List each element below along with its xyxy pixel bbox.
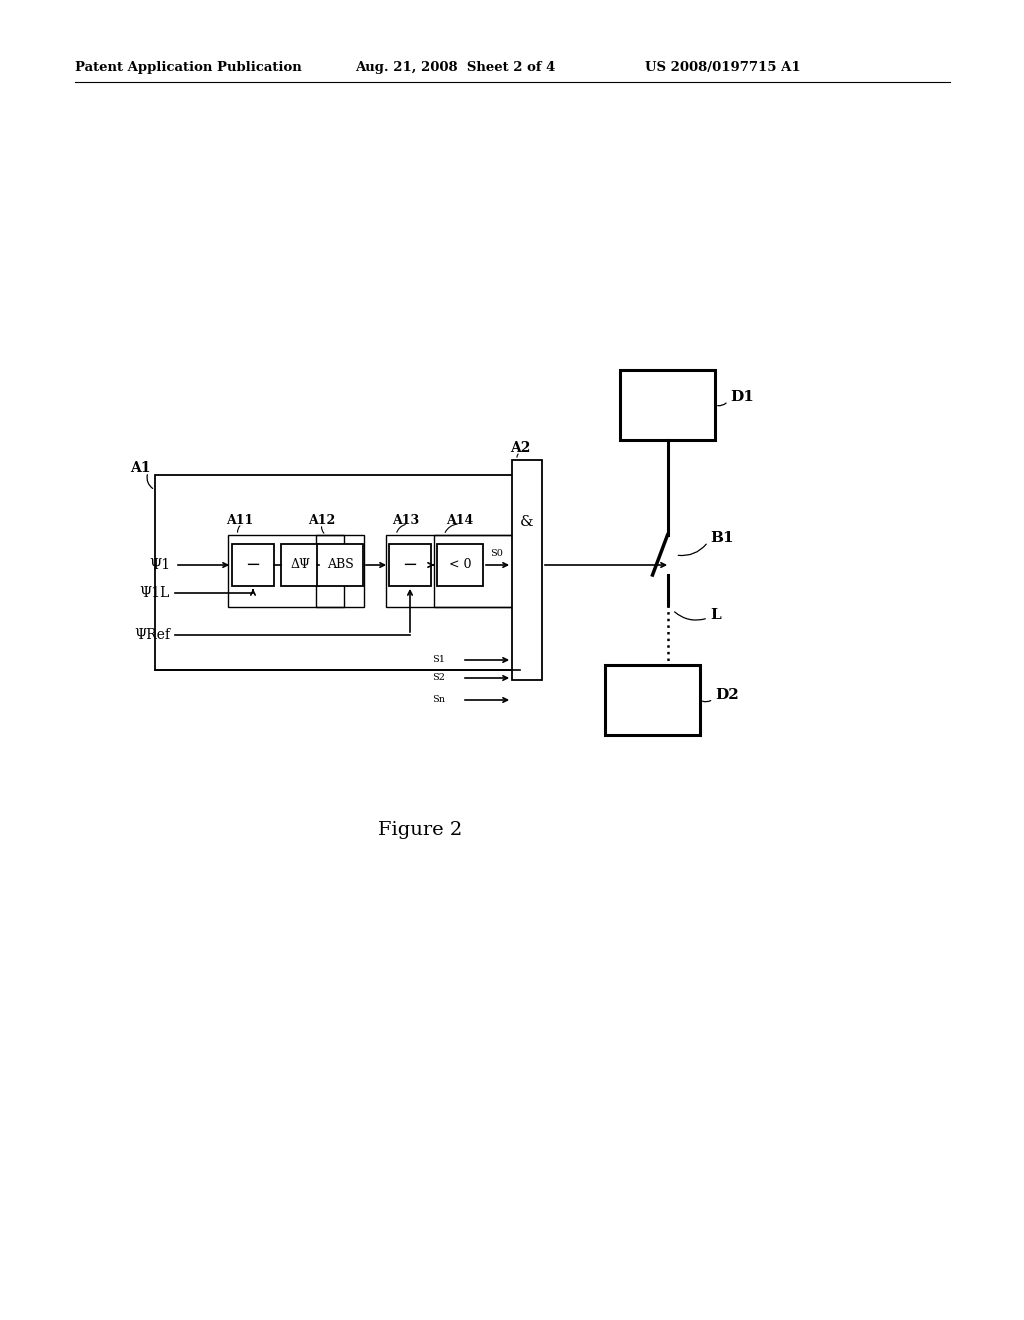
Text: Sn: Sn <box>432 696 445 705</box>
Bar <box>389 544 431 586</box>
Text: US 2008/0197715 A1: US 2008/0197715 A1 <box>645 62 801 74</box>
Text: A2: A2 <box>510 441 530 455</box>
Text: A14: A14 <box>446 513 473 527</box>
Text: S0: S0 <box>490 549 503 557</box>
Text: Aug. 21, 2008  Sheet 2 of 4: Aug. 21, 2008 Sheet 2 of 4 <box>355 62 555 74</box>
Text: Ψ1: Ψ1 <box>148 558 170 572</box>
Bar <box>434 535 514 607</box>
Text: A1: A1 <box>130 461 151 475</box>
Text: &: & <box>520 515 534 528</box>
Text: Patent Application Publication: Patent Application Publication <box>75 62 302 74</box>
Bar <box>155 475 520 671</box>
Text: A11: A11 <box>226 513 253 527</box>
Bar <box>317 544 362 586</box>
Text: Ψ1L: Ψ1L <box>139 586 170 601</box>
Text: D1: D1 <box>730 389 754 404</box>
Bar <box>386 535 514 607</box>
Text: Figure 2: Figure 2 <box>378 821 462 840</box>
Text: S2: S2 <box>432 673 445 682</box>
Text: A12: A12 <box>308 513 335 527</box>
Text: L: L <box>710 609 721 622</box>
Bar <box>620 370 715 440</box>
Text: −: − <box>246 556 260 574</box>
Bar <box>512 459 542 680</box>
Bar <box>228 535 344 607</box>
Text: S1: S1 <box>432 656 445 664</box>
Text: ΔΨ: ΔΨ <box>290 558 310 572</box>
Bar <box>316 535 364 607</box>
Text: ΨRef: ΨRef <box>134 628 170 642</box>
Bar <box>605 665 700 735</box>
Bar <box>437 544 483 586</box>
Text: B1: B1 <box>710 531 733 545</box>
Bar <box>281 544 319 586</box>
Text: −: − <box>402 556 418 574</box>
Text: D2: D2 <box>715 688 738 702</box>
Text: < 0: < 0 <box>449 558 471 572</box>
Text: ABS: ABS <box>327 558 353 572</box>
Bar <box>232 544 274 586</box>
Text: A13: A13 <box>392 513 419 527</box>
